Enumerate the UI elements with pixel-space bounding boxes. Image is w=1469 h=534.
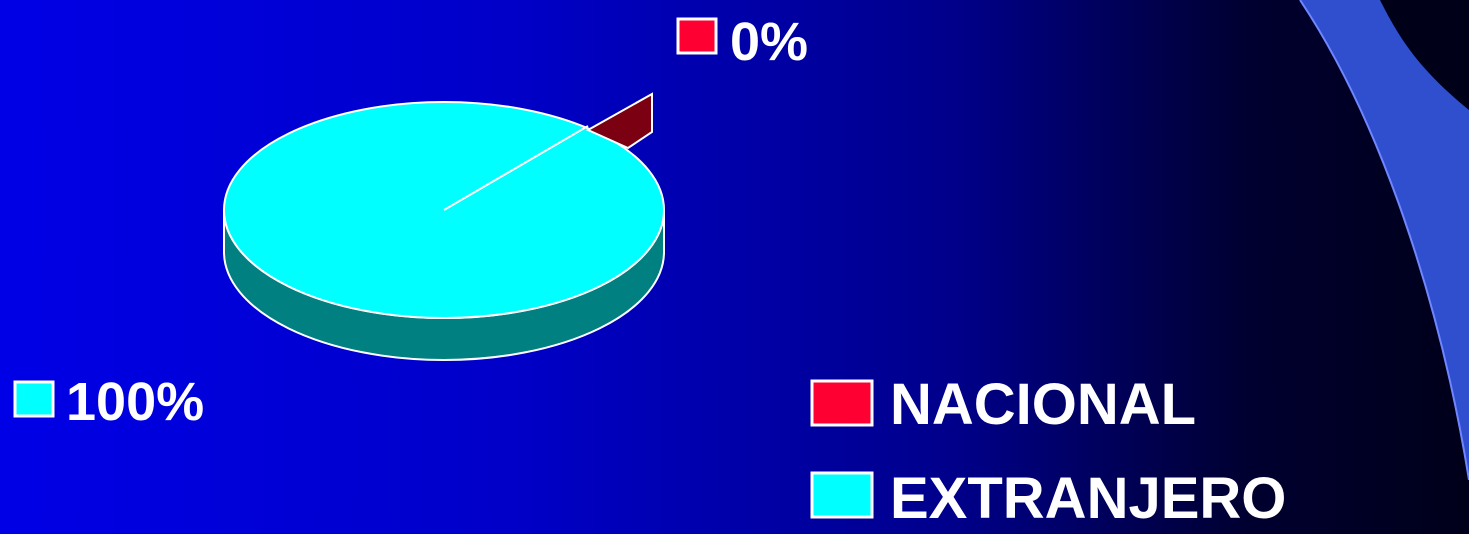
pie-slice-divider (443, 125, 589, 211)
data-label-nacional-text: 0% (730, 12, 808, 72)
legend-item-extranjero: EXTRANJERO (810, 466, 1286, 531)
legend-swatch-extranjero (810, 471, 874, 519)
legend-label-nacional: NACIONAL (890, 372, 1196, 437)
decorative-swoosh-edge (1299, 0, 1469, 481)
data-label-nacional-swatch (676, 17, 718, 55)
legend-label-extranjero: EXTRANJERO (890, 466, 1286, 531)
legend: NACIONAL EXTRANJERO (810, 372, 1286, 531)
data-label-extranjero-swatch (13, 380, 55, 418)
pie-slice-nacional (585, 92, 653, 150)
legend-item-nacional: NACIONAL (810, 372, 1196, 437)
decorative-swoosh (1380, 0, 1469, 110)
data-label-nacional: 0% (676, 12, 808, 72)
pie-chart (223, 92, 665, 361)
decorative-swoosh-band (1300, 0, 1469, 480)
data-label-extranjero-text: 100% (66, 372, 204, 432)
legend-swatch-nacional (810, 379, 874, 427)
data-label-extranjero: 100% (13, 372, 204, 432)
